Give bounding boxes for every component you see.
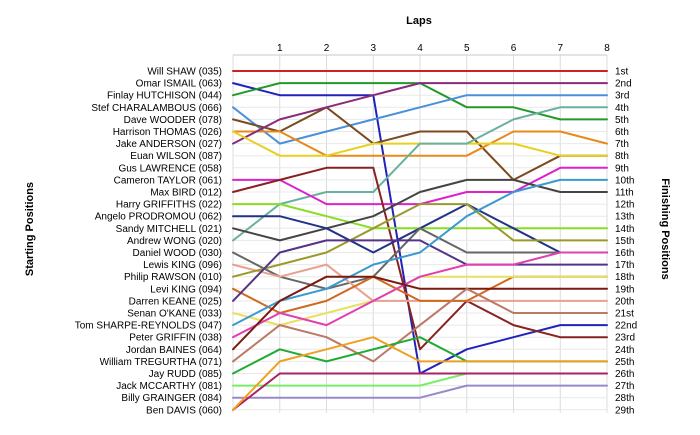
driver-position-line (232, 106, 608, 181)
starting-position-label: Peter GRIFFIN (038) (129, 333, 222, 344)
starting-position-label: Harry GRIFFITHS (022) (116, 200, 222, 211)
finishing-position-label: 4th (615, 103, 629, 114)
finishing-position-label: 13th (615, 212, 634, 223)
finishing-position-label: 5th (615, 115, 629, 126)
starting-position-label: Stef CHARALAMBOUS (066) (91, 103, 222, 114)
starting-position-label: Darren KEANE (025) (129, 296, 222, 307)
finishing-position-label: 14th (615, 224, 634, 235)
finishing-position-label: 3rd (615, 91, 629, 102)
starting-position-label: Lewis KING (096) (143, 260, 222, 271)
x-tick-label: 5 (464, 43, 470, 54)
driver-position-line (232, 166, 608, 351)
x-tick-label: 6 (511, 43, 517, 54)
x-tick-label: 1 (277, 43, 283, 54)
starting-position-label: Philip RAWSON (010) (124, 272, 222, 283)
driver-position-line (232, 239, 608, 302)
starting-position-label: Omar ISMAIL (063) (136, 79, 222, 90)
driver-position-line (232, 336, 608, 411)
x-tick-label: 7 (557, 43, 563, 54)
finishing-position-label: 10th (615, 175, 634, 186)
finishing-position-label: 23rd (615, 333, 635, 344)
driver-position-line (232, 275, 608, 351)
finishing-position-label: 21st (615, 309, 634, 320)
starting-position-label: Euan WILSON (087) (130, 151, 222, 162)
x-axis-label: Laps (406, 15, 432, 27)
x-tick-label: 8 (604, 43, 610, 54)
starting-position-label: Cameron TAYLOR (061) (114, 175, 222, 186)
x-tick-label: 4 (417, 43, 423, 54)
driver-position-line (232, 130, 608, 157)
finishing-position-label: 2nd (615, 79, 632, 90)
finishing-position-label: 7th (615, 139, 629, 150)
driver-position-line (232, 287, 608, 363)
starting-position-label: Tom SHARPE-REYNOLDS (047) (75, 321, 222, 332)
left-axis-label: Starting Positions (24, 182, 36, 276)
finishing-position-label: 22nd (615, 321, 637, 332)
finishing-position-label: 11th (615, 188, 634, 199)
finishing-position-label: 27th (615, 381, 634, 392)
finishing-position-label: 15th (615, 236, 634, 247)
finishing-position-label: 16th (615, 248, 634, 259)
finishing-position-label: 12th (615, 200, 634, 211)
starting-position-label: Levi KING (094) (150, 284, 222, 295)
starting-position-label: Dave WOODER (078) (124, 115, 222, 126)
driver-position-line (232, 82, 608, 145)
finishing-position-label: 6th (615, 127, 629, 138)
finishing-position-label: 28th (615, 393, 634, 404)
finishing-position-label: 19th (615, 284, 634, 295)
right-axis-label: Finishing Positions (659, 178, 671, 279)
starting-position-label: Gus LAWRENCE (058) (118, 163, 222, 174)
starting-position-label: Senan O'KANE (033) (127, 309, 222, 320)
x-tick-label: 3 (370, 43, 376, 54)
driver-position-line (232, 251, 608, 339)
driver-position-line (232, 178, 608, 242)
starting-position-label: Jay RUDD (085) (149, 369, 222, 380)
driver-position-line (232, 203, 608, 278)
driver-position-line (232, 178, 608, 327)
finishing-position-label: 18th (615, 272, 634, 283)
finishing-position-label: 25th (615, 357, 634, 368)
driver-position-line (232, 384, 608, 399)
starting-position-label: Sandy MITCHELL (021) (116, 224, 222, 235)
starting-position-label: Will SHAW (035) (147, 67, 222, 78)
x-tick-label: 2 (324, 43, 330, 54)
driver-position-line (232, 372, 608, 411)
starting-position-label: Ben DAVIS (060) (146, 405, 222, 416)
starting-position-label: Harrison THOMAS (026) (113, 127, 222, 138)
starting-position-label: Billy GRAINGER (084) (121, 393, 222, 404)
finishing-position-label: 9th (615, 163, 629, 174)
finishing-position-label: 29th (615, 405, 634, 416)
finishing-position-label: 17th (615, 260, 634, 271)
starting-position-label: Angelo PRODROMOU (062) (95, 212, 222, 223)
finishing-position-label: 20th (615, 296, 634, 307)
starting-position-label: Jordan BAINES (064) (126, 345, 222, 356)
finishing-position-label: 8th (615, 151, 629, 162)
starting-position-label: Jake ANDERSON (027) (116, 139, 222, 150)
finishing-position-label: 24th (615, 345, 634, 356)
starting-position-label: Jack MCCARTHY (081) (116, 381, 222, 392)
driver-position-line (232, 227, 608, 290)
starting-position-label: William TREGURTHA (071) (100, 357, 222, 368)
driver-position-line (232, 106, 608, 242)
finishing-position-label: 1st (615, 67, 629, 78)
starting-position-label: Andrew WONG (020) (127, 236, 222, 247)
finishing-position-label: 26th (615, 369, 634, 380)
starting-position-label: Daniel WOOD (030) (133, 248, 222, 259)
starting-position-label: Max BIRD (012) (150, 188, 222, 199)
starting-position-label: Finlay HUTCHISON (044) (107, 91, 222, 102)
